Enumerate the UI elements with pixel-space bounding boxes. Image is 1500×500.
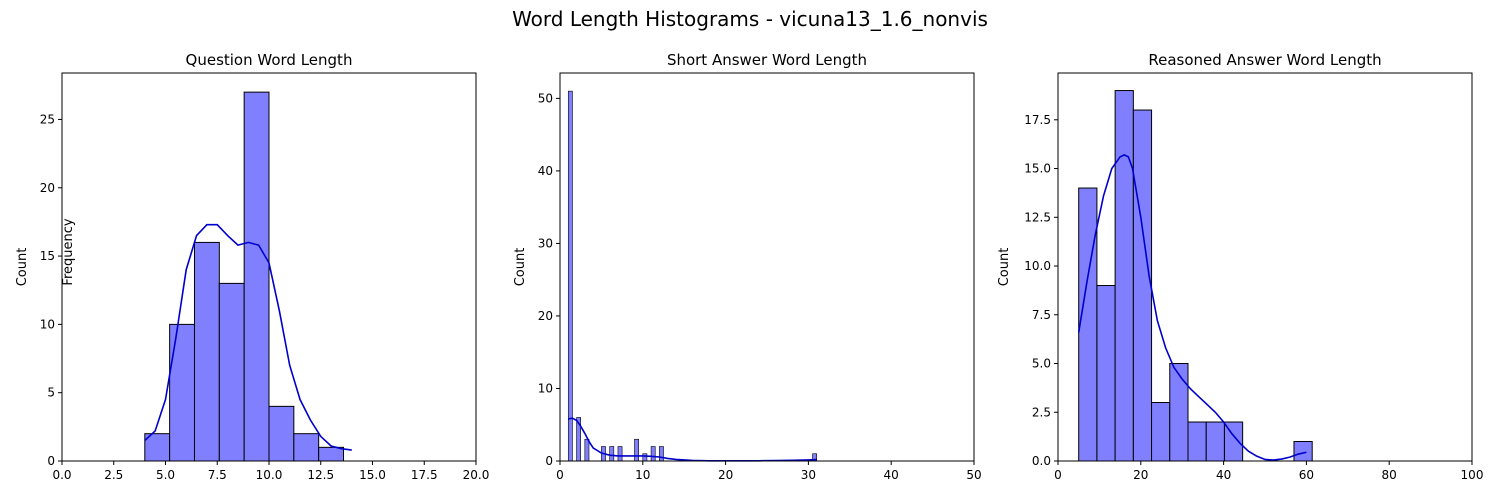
x-tick-label: 2.5 (104, 468, 123, 482)
x-tick-label: 12.5 (307, 468, 334, 482)
x-tick-label: 10 (635, 468, 650, 482)
chart-panel-2: 0 10 20 30 40 50 0 10 20 30 40 50 Short Answer Word … (513, 51, 982, 482)
y-tick-label: 40 (538, 164, 553, 178)
histogram-bar (169, 323, 195, 462)
y-tick-label: 0 (47, 454, 55, 468)
y-tick-label: 20 (538, 309, 553, 323)
y-tick-label: 0 (545, 454, 553, 468)
y-tick-label: 10 (40, 317, 55, 331)
y-tick-label: 50 (538, 91, 553, 105)
x-tick-label: 50 (966, 468, 981, 482)
panel-title: Reasoned Answer Word Length (1148, 51, 1381, 69)
histogram-bar (318, 446, 345, 462)
y-tick-label: 5.0 (1032, 357, 1051, 371)
x-tick-label: 0 (556, 468, 564, 482)
histogram-bar (218, 282, 245, 462)
histogram-bar (1096, 285, 1116, 462)
histogram-bar (650, 446, 656, 462)
chart-panel-1: 0.0 2.5 5.0 7.5 10.0 12.5 15.0 17.5 20.0 0 5 10 15 20… (15, 51, 489, 482)
y-axis-label: Count (513, 248, 528, 287)
x-tick-label: 80 (1382, 468, 1397, 482)
axes-frame (1057, 72, 1473, 462)
histogram-bar (1078, 187, 1098, 462)
histogram-bar (1169, 363, 1189, 462)
histogram-bar (1293, 441, 1313, 462)
histogram-bar (1151, 402, 1171, 462)
histogram-bar (1187, 421, 1207, 462)
histogram-bar (1132, 109, 1153, 462)
histogram-bar (193, 241, 220, 462)
y-tick-label: 20 (40, 181, 55, 195)
panels-group: 0.0 2.5 5.0 7.5 10.0 12.5 15.0 17.5 20.0 0 5 10 15 20… (15, 51, 1483, 482)
x-tick-label: 30 (801, 468, 816, 482)
y-tick-label: 15.0 (1024, 162, 1051, 176)
histogram-bar (1205, 421, 1225, 462)
x-tick-label: 7.5 (208, 468, 227, 482)
x-tick-label: 20 (718, 468, 733, 482)
y-tick-label: 25 (40, 112, 55, 126)
histogram-bar (659, 446, 664, 462)
histogram-bar (293, 433, 320, 462)
y-tick-label: 10 (538, 381, 553, 395)
x-tick-label: 0 (1054, 468, 1062, 482)
histogram-bar (609, 446, 615, 462)
y-tick-label: 12.5 (1024, 210, 1051, 224)
histogram-bar (634, 438, 639, 462)
y-axis-label: Count (15, 248, 30, 287)
kde-curve (568, 417, 817, 462)
panel-title: Question Word Length (186, 51, 353, 69)
y-tick-label: 17.5 (1024, 113, 1051, 127)
y-tick-label: 30 (538, 236, 553, 250)
x-tick-label: 40 (1216, 468, 1231, 482)
histogram-bar (243, 91, 270, 462)
chart-panel-3: 0 20 40 60 80 100 0.0 2.5 5.0 7.5 10.0 12.5 15.0 17.5… (997, 51, 1483, 482)
x-tick-label: 15.0 (359, 468, 386, 482)
histogram-bar (1114, 90, 1134, 462)
x-tick-label: 5.0 (156, 468, 175, 482)
x-tick-label: 0.0 (52, 468, 71, 482)
x-tick-label: 10.0 (256, 468, 283, 482)
x-tick-label: 100 (1461, 468, 1484, 482)
x-tick-label: 20 (1133, 468, 1148, 482)
y-tick-label: 2.5 (1032, 405, 1051, 419)
x-tick-label: 60 (1299, 468, 1314, 482)
y-tick-label: 5 (47, 386, 55, 400)
x-tick-label: 40 (884, 468, 899, 482)
kde-curve (1077, 154, 1307, 461)
x-tick-label: 17.5 (411, 468, 438, 482)
y-tick-label: 0.0 (1032, 454, 1051, 468)
histogram-bar (268, 405, 295, 462)
y-tick-label: 15 (40, 249, 55, 263)
figure-title: Word Length Histograms - vicuna13_1.6_no… (512, 7, 988, 31)
x-tick-label: 20.0 (463, 468, 490, 482)
histogram-bar (617, 446, 623, 462)
panel-title: Short Answer Word Length (667, 51, 867, 69)
y-tick-label: 10.0 (1024, 259, 1051, 273)
histogram-bar (567, 90, 573, 462)
y-tick-label: 7.5 (1032, 308, 1051, 322)
kde-curve (144, 223, 352, 451)
axes-frame (559, 72, 975, 462)
y-axis-label: Count (997, 248, 1012, 287)
histogram-bar (642, 453, 648, 462)
stray-frequency-label: Frequency (61, 218, 76, 285)
histogram-bar (584, 438, 590, 462)
